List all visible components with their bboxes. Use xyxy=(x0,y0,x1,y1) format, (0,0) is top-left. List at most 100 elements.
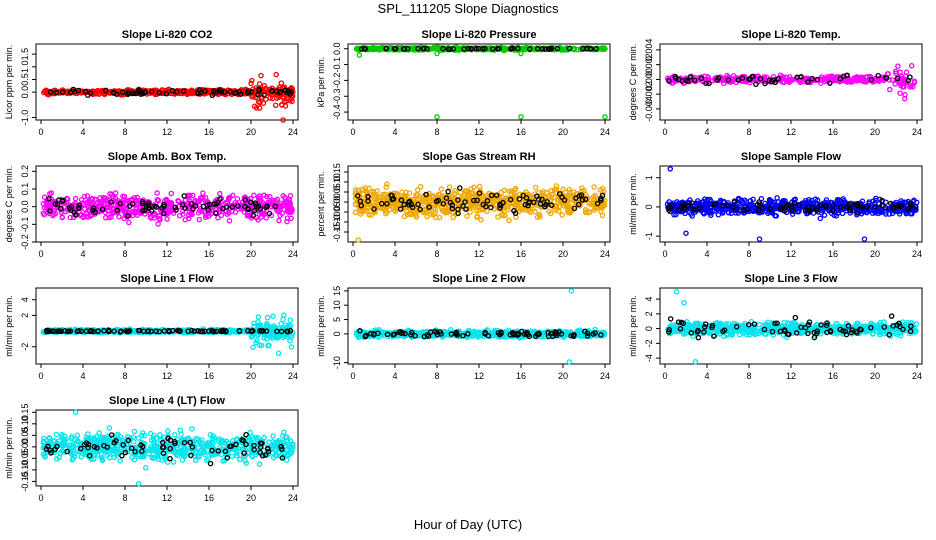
data-point xyxy=(281,312,287,318)
data-point xyxy=(119,89,126,95)
y-tick-label: 0.2 xyxy=(20,165,30,178)
data-point xyxy=(378,200,385,207)
x-tick-label: 0 xyxy=(350,249,355,259)
data-point xyxy=(185,201,192,208)
data-point xyxy=(457,185,463,191)
data-point xyxy=(41,204,48,211)
data-point xyxy=(197,195,204,201)
data-point xyxy=(386,45,393,51)
data-point xyxy=(534,46,541,52)
data-point xyxy=(365,193,371,200)
x-tick-label: 20 xyxy=(558,127,568,137)
data-point xyxy=(578,192,585,198)
data-point xyxy=(188,201,195,207)
data-point xyxy=(81,206,88,212)
x-tick-label: 8 xyxy=(434,127,439,137)
data-point xyxy=(789,207,796,214)
data-point xyxy=(493,192,500,198)
data-point xyxy=(287,328,294,334)
series-black xyxy=(358,45,599,53)
x-tick-label: 4 xyxy=(704,127,709,137)
data-point xyxy=(96,203,102,209)
data-point xyxy=(211,201,217,207)
x-tick-label: 4 xyxy=(392,249,397,259)
data-point xyxy=(277,203,284,209)
data-point xyxy=(556,208,562,214)
data-point xyxy=(196,216,203,223)
data-point xyxy=(352,209,359,216)
x-tick-label: 8 xyxy=(746,249,751,259)
data-point xyxy=(490,46,496,52)
y-tick-label: 10 xyxy=(332,300,342,310)
data-point xyxy=(131,194,138,201)
data-point xyxy=(502,212,508,219)
data-point xyxy=(907,204,914,210)
data-point xyxy=(288,344,295,350)
data-point xyxy=(676,207,682,213)
data-point xyxy=(736,196,743,203)
data-point xyxy=(126,328,133,334)
x-tick-label: 8 xyxy=(122,371,127,381)
data-point xyxy=(896,203,903,209)
data-point xyxy=(471,197,477,204)
data-point xyxy=(71,88,78,95)
data-point xyxy=(100,197,107,204)
x-tick-label: 20 xyxy=(246,371,256,381)
x-tick-label: 12 xyxy=(474,371,484,381)
data-point xyxy=(420,209,427,216)
data-point xyxy=(257,328,263,334)
data-point xyxy=(577,46,584,52)
data-point xyxy=(392,208,399,214)
x-tick-label: 16 xyxy=(828,127,838,137)
data-point xyxy=(258,210,265,216)
data-point xyxy=(889,77,896,83)
data-point xyxy=(443,195,450,201)
data-point xyxy=(213,210,219,217)
data-point xyxy=(507,196,514,203)
data-point xyxy=(666,78,672,84)
data-point xyxy=(725,77,732,83)
data-point xyxy=(872,201,878,208)
data-point xyxy=(534,193,540,199)
data-point xyxy=(474,213,481,219)
data-point xyxy=(86,197,92,204)
data-point xyxy=(399,189,405,196)
data-point xyxy=(205,207,211,213)
data-point xyxy=(278,321,284,327)
data-point xyxy=(76,328,82,334)
data-point xyxy=(582,196,589,203)
data-point xyxy=(671,212,677,218)
data-point xyxy=(180,211,186,217)
data-point xyxy=(261,92,267,98)
data-point xyxy=(270,313,276,320)
y-tick-label: 4 xyxy=(20,297,30,302)
data-point xyxy=(461,46,467,52)
data-point xyxy=(495,214,501,220)
data-point xyxy=(473,46,479,52)
data-point xyxy=(769,210,776,216)
data-point xyxy=(156,328,163,335)
x-tick-label: 24 xyxy=(288,127,298,137)
data-point xyxy=(185,212,192,219)
x-tick-label: 16 xyxy=(204,249,214,259)
data-point xyxy=(235,203,241,209)
data-point xyxy=(383,45,389,52)
data-point xyxy=(59,89,66,95)
data-point xyxy=(901,84,907,90)
data-point xyxy=(537,201,544,207)
data-point xyxy=(772,204,779,211)
x-tick-label: 20 xyxy=(246,127,256,137)
data-point xyxy=(821,212,828,218)
data-point xyxy=(415,201,421,208)
x-tick-label: 16 xyxy=(516,371,526,381)
data-point xyxy=(140,207,146,214)
data-point xyxy=(242,197,249,203)
y-tick-label: 0.1 xyxy=(20,183,30,196)
data-point xyxy=(167,203,174,210)
data-point xyxy=(809,75,815,82)
data-point xyxy=(269,95,276,102)
x-tick-label: 12 xyxy=(162,371,172,381)
data-point xyxy=(196,207,203,214)
data-point xyxy=(762,80,768,87)
data-point xyxy=(720,208,726,215)
